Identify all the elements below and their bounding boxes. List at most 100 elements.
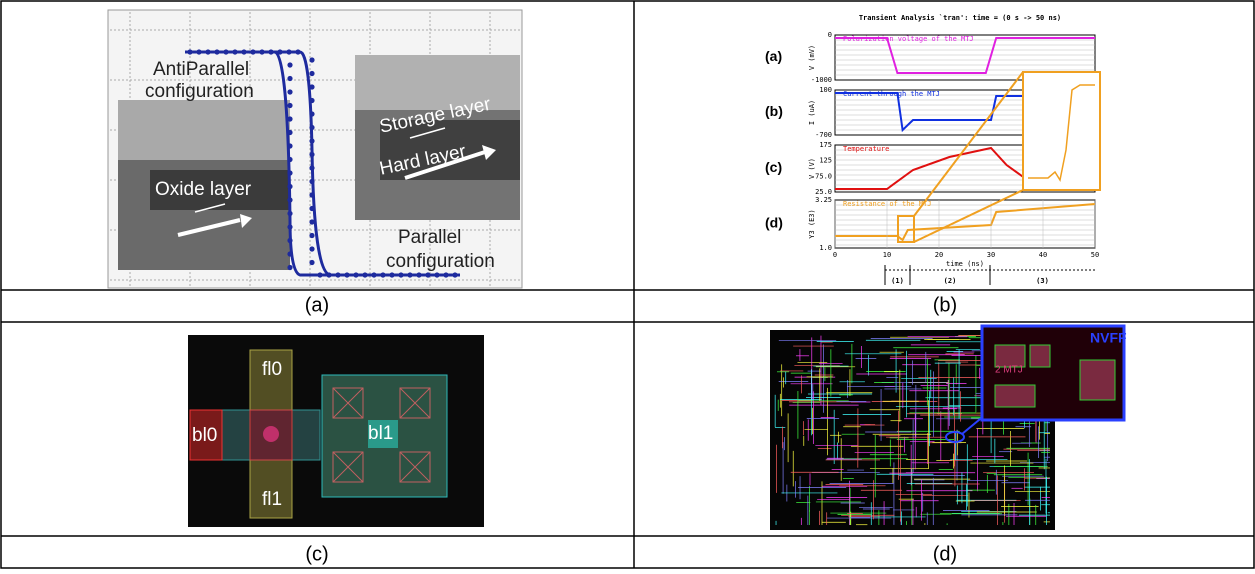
loop-dot <box>287 130 292 135</box>
label: NVFF <box>1090 330 1127 346</box>
x-tick-label: 0 <box>833 251 837 259</box>
y-label: V (mV) <box>808 45 816 70</box>
caption: (b) <box>933 294 957 316</box>
loop-dot <box>250 49 255 54</box>
subplot-name: Temperature <box>843 145 889 153</box>
subplot-tag: (a) <box>765 48 782 64</box>
loop-dot <box>309 260 314 265</box>
loop-dot <box>287 143 292 148</box>
loop-dot <box>452 272 457 277</box>
y-tick-label: 25.0 <box>815 188 832 196</box>
loop-dot <box>287 265 292 270</box>
loop-dot <box>389 272 394 277</box>
loop-dot <box>380 272 385 277</box>
y-tick-label: 75.0 <box>815 172 832 180</box>
y-tick-label: 0 <box>828 31 832 39</box>
label: Transient Analysis `tran': time = (0 s -… <box>859 14 1061 22</box>
loop-dot <box>287 89 292 94</box>
loop-dot <box>287 197 292 202</box>
loop-dot <box>309 206 314 211</box>
loop-dot <box>309 219 314 224</box>
subplot-tag: (c) <box>765 159 782 175</box>
y-tick-label: 100 <box>819 86 832 94</box>
subplot-tag: (d) <box>765 215 783 231</box>
shape <box>1080 360 1115 400</box>
loop-dot <box>335 272 340 277</box>
loop-dot <box>416 272 421 277</box>
x-tick-label: 50 <box>1091 251 1099 259</box>
caption: (a) <box>305 294 329 316</box>
loop-dot <box>398 272 403 277</box>
loop-dot <box>287 238 292 243</box>
label: AntiParallel <box>153 59 249 80</box>
y-tick-label: 1.0 <box>819 244 832 252</box>
label: configuration <box>145 81 254 102</box>
loop-dot <box>309 84 314 89</box>
loop-dot <box>287 184 292 189</box>
phase-label: (2) <box>944 277 957 285</box>
loop-dot <box>196 49 201 54</box>
shape <box>995 385 1035 407</box>
figure: AntiParallel configuration Oxide layer S… <box>0 0 1255 569</box>
loop-dot <box>309 233 314 238</box>
loop-dot <box>309 138 314 143</box>
loop-dot <box>407 272 412 277</box>
loop-dot <box>309 192 314 197</box>
loop-dot <box>287 103 292 108</box>
label: Oxide layer <box>155 179 252 200</box>
loop-dot <box>326 272 331 277</box>
label: fl1 <box>262 489 282 510</box>
loop-dot <box>287 251 292 256</box>
loop-dot <box>371 272 376 277</box>
loop-dot <box>309 125 314 130</box>
y-tick-label: -700 <box>815 131 832 139</box>
shape <box>118 100 290 160</box>
y-tick-label: 125 <box>819 157 832 165</box>
caption: (d) <box>933 543 957 565</box>
loop-dot <box>295 49 300 54</box>
loop-dot <box>344 272 349 277</box>
loop-dot <box>434 272 439 277</box>
loop-dot <box>309 152 314 157</box>
subplot-tag: (b) <box>765 103 783 119</box>
loop-dot <box>309 179 314 184</box>
y-label: Y3 (E3) <box>808 209 816 239</box>
loop-dot <box>241 49 246 54</box>
x-tick-label: 10 <box>883 251 891 259</box>
loop-dot <box>309 165 314 170</box>
loop-dot <box>443 272 448 277</box>
shape <box>355 55 520 110</box>
loop-dot <box>309 111 314 116</box>
loop-dot <box>287 116 292 121</box>
label: bl1 <box>368 423 393 444</box>
loop-dot <box>287 157 292 162</box>
subplot-name: Resistance of the MTJ <box>843 200 932 208</box>
y-tick-label: 3.25 <box>815 196 832 204</box>
loop-dot <box>277 49 282 54</box>
loop-dot <box>362 272 367 277</box>
y-label: I (uA) <box>808 100 816 125</box>
loop-dot <box>286 49 291 54</box>
label: Parallel <box>398 227 461 248</box>
loop-dot <box>317 272 322 277</box>
loop-dot <box>187 49 192 54</box>
loop-dot <box>287 224 292 229</box>
loop-dot <box>309 71 314 76</box>
caption: (c) <box>305 543 328 565</box>
label: bl0 <box>192 425 217 446</box>
loop-dot <box>232 49 237 54</box>
loop-dot <box>268 49 273 54</box>
shape <box>263 426 279 442</box>
loop-dot <box>223 49 228 54</box>
loop-dot <box>205 49 210 54</box>
loop-dot <box>287 170 292 175</box>
loop-dot <box>353 272 358 277</box>
loop-dot <box>214 49 219 54</box>
loop-dot <box>309 246 314 251</box>
y-tick-label: 175 <box>819 141 832 149</box>
x-label: time (ns) <box>946 260 984 268</box>
loop-dot <box>287 76 292 81</box>
label: configuration <box>386 251 495 272</box>
loop-dot <box>309 57 314 62</box>
loop-dot <box>425 272 430 277</box>
